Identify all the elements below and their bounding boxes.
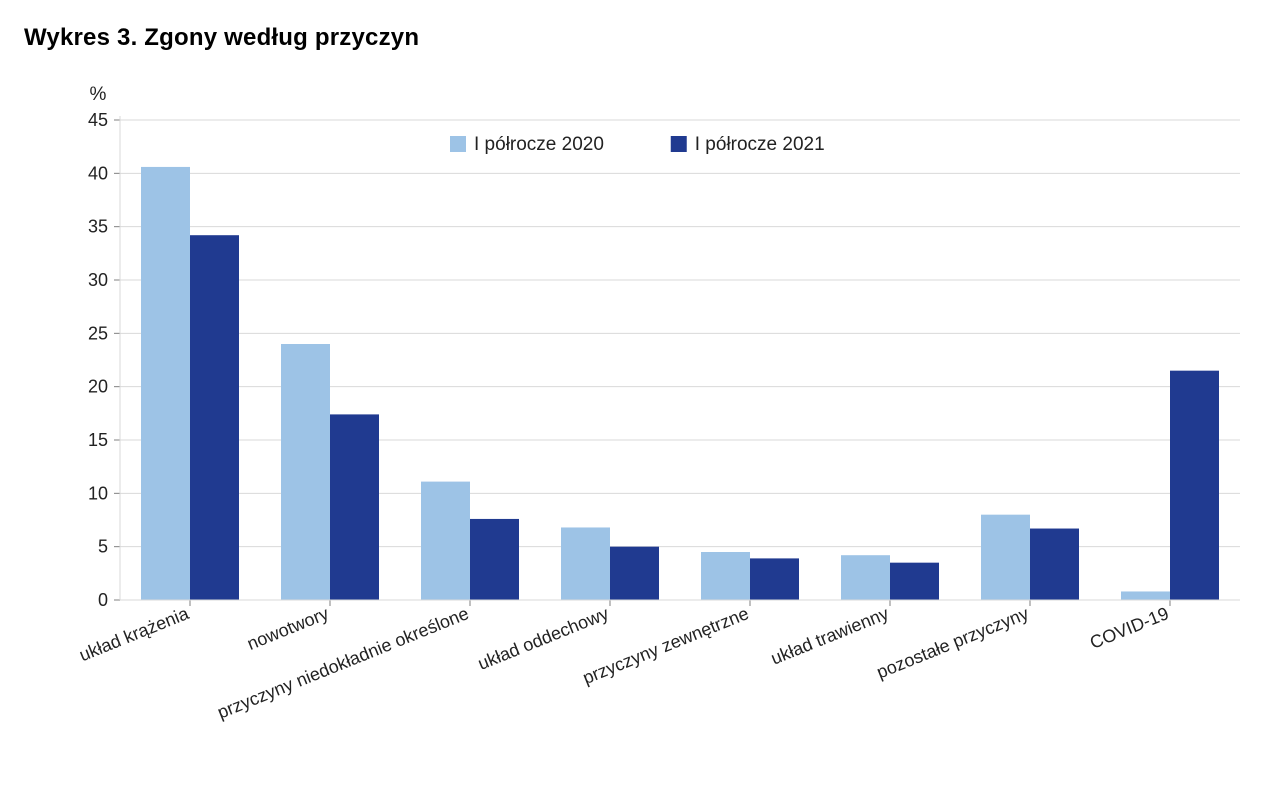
y-tick-label: 25	[88, 323, 108, 343]
bar	[750, 558, 799, 600]
bar	[470, 519, 519, 600]
bar	[281, 344, 330, 600]
bar	[421, 482, 470, 600]
bar-chart: 051015202530354045%układ krążenianowotwo…	[20, 60, 1265, 780]
bar	[981, 515, 1030, 600]
bar	[1170, 371, 1219, 600]
bar	[1030, 529, 1079, 600]
y-tick-label: 5	[98, 537, 108, 557]
y-tick-label: 40	[88, 163, 108, 183]
bar	[1121, 591, 1170, 600]
bar	[190, 235, 239, 600]
y-unit-label: %	[90, 84, 107, 105]
bar	[701, 552, 750, 600]
y-tick-label: 30	[88, 270, 108, 290]
chart-title: Wykres 3. Zgony według przyczyn	[24, 24, 1265, 52]
legend-swatch	[671, 136, 687, 152]
y-tick-label: 35	[88, 217, 108, 237]
bar	[610, 547, 659, 600]
y-tick-label: 10	[88, 483, 108, 503]
bar	[330, 414, 379, 600]
y-tick-label: 15	[88, 430, 108, 450]
bar	[561, 527, 610, 600]
legend-swatch	[450, 136, 466, 152]
bar	[890, 563, 939, 600]
chart-container: 051015202530354045%układ krążenianowotwo…	[20, 60, 1265, 780]
legend-label: I półrocze 2020	[474, 134, 604, 155]
y-tick-label: 0	[98, 590, 108, 610]
bar	[141, 167, 190, 600]
y-tick-label: 20	[88, 377, 108, 397]
bar	[841, 555, 890, 600]
y-tick-label: 45	[88, 110, 108, 130]
legend-label: I półrocze 2021	[695, 134, 825, 155]
page-root: Wykres 3. Zgony według przyczyn 0 5 10 15 20…	[0, 0, 1285, 790]
